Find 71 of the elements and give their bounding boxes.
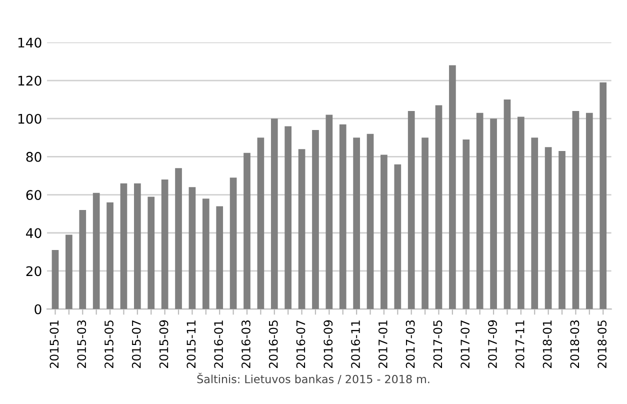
x-tick-label: 2016-03 bbox=[241, 320, 250, 368]
x-tick-label: 2015-03 bbox=[77, 320, 86, 368]
bar bbox=[462, 140, 470, 310]
bar bbox=[449, 65, 456, 310]
x-tick-label: 2017-05 bbox=[433, 320, 442, 368]
y-tick-label: 20 bbox=[26, 266, 42, 276]
bar bbox=[284, 126, 292, 310]
x-tick-label: 2017-09 bbox=[488, 320, 497, 368]
text: Šaltinis: Lietuvos bankas / 2015 - 2018 m. bbox=[197, 372, 430, 384]
bar bbox=[202, 198, 210, 310]
bar bbox=[544, 147, 552, 310]
bar bbox=[52, 250, 59, 310]
bar bbox=[326, 114, 333, 310]
bar bbox=[298, 149, 306, 310]
bar bbox=[408, 110, 415, 310]
bar bbox=[572, 110, 580, 310]
x-tick-label: 2016-09 bbox=[324, 320, 333, 368]
bar bbox=[490, 118, 497, 310]
bar bbox=[230, 178, 237, 310]
x-tick-label: 2018-03 bbox=[570, 320, 580, 368]
bar bbox=[161, 180, 168, 310]
x-tick-label: 2015-07 bbox=[132, 320, 141, 368]
bar bbox=[244, 152, 250, 310]
bar bbox=[586, 112, 593, 310]
y-tick-label: 100 bbox=[18, 114, 42, 124]
bar bbox=[558, 150, 566, 310]
bar bbox=[353, 138, 360, 310]
x-tick-label: 2018-01 bbox=[542, 320, 552, 368]
x-tick-label: 2017-11 bbox=[515, 320, 524, 368]
x-tick-label: 2015-09 bbox=[159, 320, 168, 368]
bar bbox=[435, 105, 442, 310]
y-tick-label: 140 bbox=[18, 38, 42, 48]
bar bbox=[188, 187, 196, 310]
x-tick-label: 2016-01 bbox=[214, 320, 224, 368]
bar bbox=[339, 124, 346, 310]
y-tick-label: 60 bbox=[26, 190, 42, 200]
y-tick-label: 120 bbox=[18, 76, 42, 86]
bar bbox=[394, 164, 402, 310]
x-tick-label: 2017-07 bbox=[460, 320, 470, 368]
y-tick-label: 0 bbox=[34, 304, 42, 314]
x-tick-label: 2015-11 bbox=[186, 320, 196, 368]
x-tick-label: 2016-05 bbox=[268, 320, 278, 368]
bar bbox=[66, 234, 72, 310]
x-tick-label: 2016-11 bbox=[351, 320, 360, 368]
x-tick-label: 2016-07 bbox=[296, 320, 306, 368]
bar bbox=[79, 210, 86, 310]
bar bbox=[518, 116, 524, 310]
x-tick-label: 2015-05 bbox=[104, 320, 114, 368]
bar bbox=[476, 112, 484, 310]
bar bbox=[134, 183, 141, 310]
bar bbox=[175, 168, 182, 310]
y-tick-label: 80 bbox=[26, 152, 42, 162]
bar bbox=[92, 192, 100, 310]
bar bbox=[106, 202, 114, 310]
bar bbox=[366, 134, 374, 310]
bar bbox=[120, 183, 128, 310]
bar bbox=[380, 154, 388, 310]
x-tick-label: 2017-01 bbox=[378, 320, 388, 368]
bar bbox=[422, 138, 428, 310]
x-tick-label: 2018-05 bbox=[598, 320, 607, 368]
bar bbox=[270, 118, 278, 310]
bar bbox=[504, 100, 511, 310]
x-tick-label: 2015-01 bbox=[50, 320, 59, 368]
bar bbox=[312, 130, 319, 310]
bar bbox=[148, 196, 155, 310]
bar bbox=[257, 138, 264, 310]
bar bbox=[531, 138, 538, 310]
bar bbox=[600, 82, 607, 310]
x-tick-label: 2017-03 bbox=[406, 320, 415, 368]
y-tick-label: 40 bbox=[26, 228, 42, 238]
bar bbox=[216, 206, 224, 310]
